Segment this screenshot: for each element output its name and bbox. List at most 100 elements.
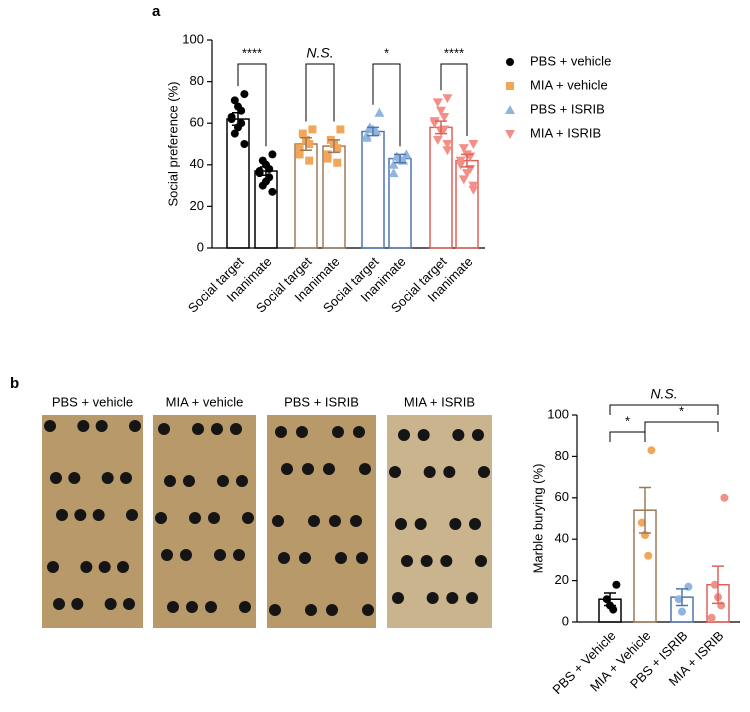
marble (236, 475, 248, 487)
data-point (442, 140, 453, 149)
data-point (458, 144, 469, 154)
significance-label: **** (444, 45, 464, 60)
marble (466, 592, 478, 604)
marble (469, 518, 481, 530)
error-bar (435, 120, 447, 135)
marble (359, 463, 371, 475)
marble (183, 475, 195, 487)
photo (267, 415, 376, 628)
y-tick-label: 80 (555, 448, 569, 463)
marble (281, 463, 293, 475)
data-point (678, 607, 686, 616)
data-point (333, 144, 342, 153)
data-point (308, 125, 317, 134)
error-bar (639, 486, 651, 534)
significance-label: N.S. (306, 45, 333, 61)
marble (208, 512, 220, 524)
marble (443, 466, 456, 478)
significance-label: * (384, 45, 389, 60)
data-point (612, 580, 621, 589)
marble (98, 561, 111, 573)
marble (68, 472, 81, 484)
marble (452, 429, 465, 441)
error-bar (367, 126, 379, 137)
marble (71, 598, 84, 610)
legend-label: MIA + vehicle (530, 77, 608, 92)
marble (269, 604, 281, 616)
data-point (432, 98, 443, 108)
marble (335, 552, 347, 564)
marble (230, 423, 242, 435)
data-point (506, 58, 514, 66)
marble (233, 549, 245, 561)
photo-label: MIA + ISRIB (404, 394, 475, 409)
marble (475, 555, 487, 567)
data-point (230, 96, 239, 105)
y-tick-label: 0 (197, 239, 204, 254)
marble (211, 423, 223, 435)
y-tick-label: 60 (555, 489, 569, 504)
data-point (268, 150, 277, 159)
data-point (227, 115, 236, 124)
marble (302, 463, 314, 475)
data-point (602, 595, 611, 604)
photo (387, 415, 492, 628)
marble (392, 592, 404, 604)
data-point (388, 159, 399, 169)
data-point (707, 613, 716, 622)
data-point (436, 106, 446, 116)
significance-label: N.S. (650, 386, 677, 402)
marble (101, 472, 114, 484)
marble (56, 509, 68, 521)
y-tick-label: 40 (555, 531, 569, 546)
data-point (506, 82, 514, 90)
data-point (439, 112, 450, 122)
error-bar (712, 565, 724, 605)
data-point (401, 149, 412, 159)
significance-label: * (625, 413, 630, 428)
error-bar (676, 588, 688, 607)
marble (161, 549, 173, 561)
significance-bracket (305, 63, 335, 122)
marble (395, 518, 407, 530)
error-bar (300, 137, 312, 151)
data-point (674, 595, 683, 604)
bar (361, 130, 385, 249)
marble (77, 420, 90, 432)
data-point (442, 94, 453, 104)
marble (189, 512, 201, 524)
data-point (323, 150, 332, 159)
marble (155, 512, 167, 524)
error-bar (328, 139, 340, 154)
marble (192, 423, 204, 435)
marble (126, 509, 138, 521)
data-point (432, 135, 443, 145)
marble (214, 549, 226, 561)
photo-label: MIA + vehicle (166, 394, 244, 409)
error-bar (232, 112, 244, 127)
marble (478, 466, 490, 478)
error-bar (394, 153, 406, 164)
marble (158, 423, 170, 435)
data-point (295, 150, 304, 159)
marble (272, 515, 284, 527)
marble (44, 420, 56, 432)
data-point (468, 140, 479, 149)
marble (95, 420, 108, 432)
marble (74, 509, 87, 521)
marble (180, 549, 192, 561)
marble (472, 429, 484, 441)
error-bar (604, 592, 616, 607)
data-point (720, 493, 729, 502)
marble (205, 601, 217, 613)
data-point (462, 169, 472, 179)
marble (299, 552, 311, 564)
marble (47, 561, 59, 573)
marble (389, 466, 401, 478)
photo (153, 415, 256, 628)
data-point (333, 158, 342, 167)
photo-background (42, 415, 143, 628)
marble (423, 466, 436, 478)
error-bar (260, 166, 272, 176)
